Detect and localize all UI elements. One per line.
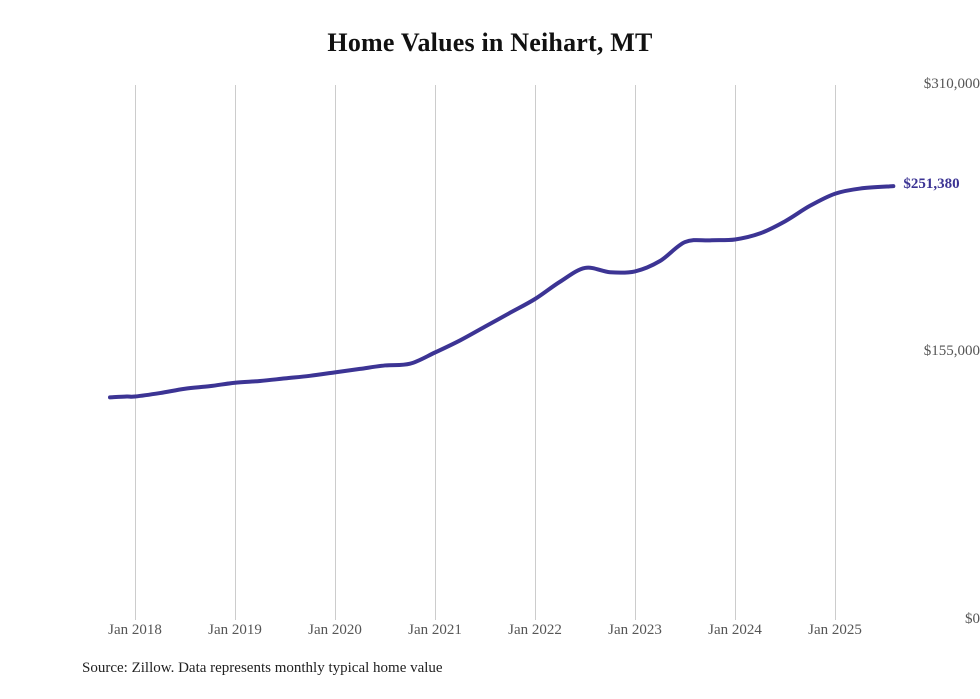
chart-title: Home Values in Neihart, MT (327, 28, 653, 57)
y-axis-tick-top: $310,000 (923, 76, 980, 92)
gridline-jan-2022 (535, 85, 536, 620)
gridline-jan-2025 (835, 85, 836, 620)
gridline-jan-2019 (235, 85, 236, 620)
endpoint-value-label: $251,380 (903, 176, 960, 193)
x-axis-tick-jan-2020: Jan 2020 (308, 622, 362, 638)
x-axis-tick-jan-2023: Jan 2023 (608, 622, 662, 638)
x-axis-tick-jan-2019: Jan 2019 (208, 622, 262, 638)
gridline-jan-2023 (635, 85, 636, 620)
gridline-jan-2018 (135, 85, 136, 620)
x-axis-tick-jan-2022: Jan 2022 (508, 622, 562, 638)
gridline-jan-2020 (335, 85, 336, 620)
gridline-jan-2024 (735, 85, 736, 620)
series-line-typical-home-value (108, 184, 896, 400)
x-axis-tick-jan-2021: Jan 2021 (408, 622, 462, 638)
x-axis-tick-jan-2025: Jan 2025 (808, 622, 862, 638)
y-axis-tick-bottom: $0 (965, 611, 980, 627)
x-axis-tick-jan-2018: Jan 2018 (108, 622, 162, 638)
y-axis-tick-middle: $155,000 (923, 343, 980, 359)
source-note: Source: Zillow. Data represents monthly … (82, 660, 443, 676)
x-axis-tick-jan-2024: Jan 2024 (708, 622, 762, 638)
